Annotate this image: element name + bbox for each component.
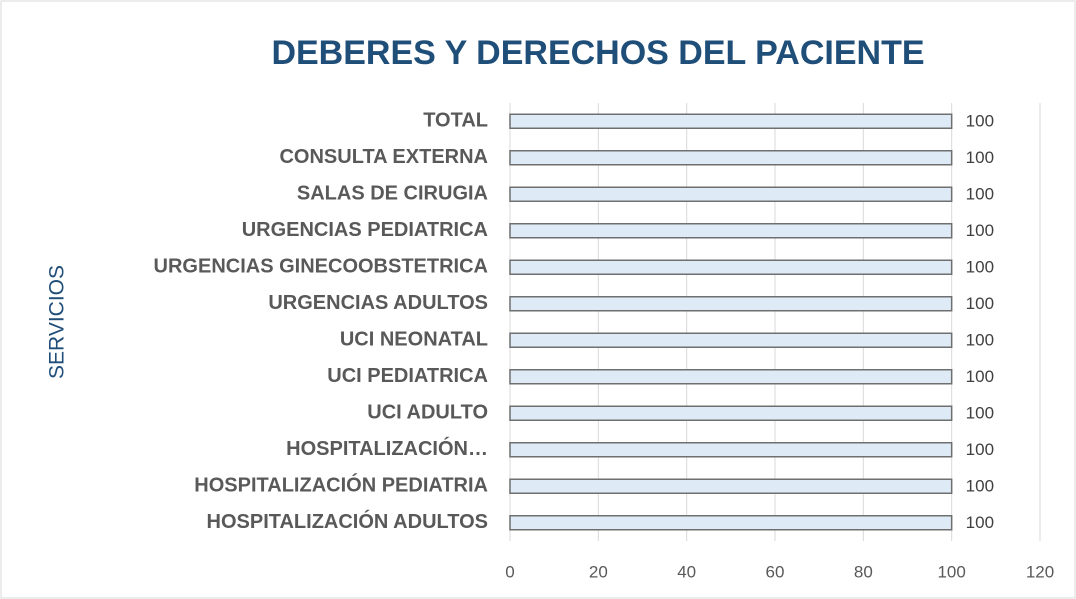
y-tick-label: HOSPITALIZACIÓN PEDIATRIA <box>194 473 488 497</box>
y-axis-label: SERVICIOS <box>46 265 69 379</box>
x-tick-label: 0 <box>505 562 514 581</box>
value-label: 100 <box>966 513 994 532</box>
bar <box>509 442 953 458</box>
value-label: 100 <box>966 367 994 386</box>
x-tick-label: 80 <box>854 562 873 581</box>
bar <box>509 405 953 421</box>
chart-title: DEBERES Y DERECHOS DEL PACIENTE <box>271 34 924 72</box>
value-label: 100 <box>966 258 994 277</box>
bar <box>509 113 953 129</box>
value-label: 100 <box>966 440 994 459</box>
value-label: 100 <box>966 112 994 131</box>
y-tick-label: CONSULTA EXTERNA <box>279 146 488 168</box>
value-label: 100 <box>966 148 994 167</box>
y-tick-label: UCI PEDIATRICA <box>327 365 488 387</box>
value-label: 100 <box>966 404 994 423</box>
y-tick-label: TOTAL <box>423 110 488 132</box>
value-label: 100 <box>966 294 994 313</box>
y-tick-label: URGENCIAS PEDIATRICA <box>242 219 488 241</box>
x-tick-label: 120 <box>1026 562 1054 581</box>
bar <box>509 150 953 166</box>
bar <box>509 259 953 275</box>
y-tick-label: UCI NEONATAL <box>340 329 488 351</box>
value-label: 100 <box>966 185 994 204</box>
y-tick-label: HOSPITALIZACIÓN ADULTOS <box>207 509 488 533</box>
bar <box>509 478 953 494</box>
bar <box>509 369 953 385</box>
y-tick-label: SALAS DE CIRUGIA <box>297 183 488 205</box>
value-label: 100 <box>966 477 994 496</box>
x-tick-label: 60 <box>766 562 785 581</box>
y-tick-label: HOSPITALIZACIÓN… <box>286 436 488 460</box>
x-tick-label: 20 <box>589 562 608 581</box>
bar <box>509 332 953 348</box>
y-tick-label: URGENCIAS ADULTOS <box>268 292 488 314</box>
value-label: 100 <box>966 221 994 240</box>
y-tick-label: URGENCIAS GINECOOBSTETRICA <box>154 256 488 278</box>
value-label: 100 <box>966 331 994 350</box>
x-tick-label: 40 <box>677 562 696 581</box>
y-tick-label: UCI ADULTO <box>367 402 488 424</box>
bar <box>509 223 953 239</box>
bar <box>509 515 953 531</box>
bar <box>509 186 953 202</box>
bar <box>509 296 953 312</box>
x-tick-label: 100 <box>937 562 965 581</box>
